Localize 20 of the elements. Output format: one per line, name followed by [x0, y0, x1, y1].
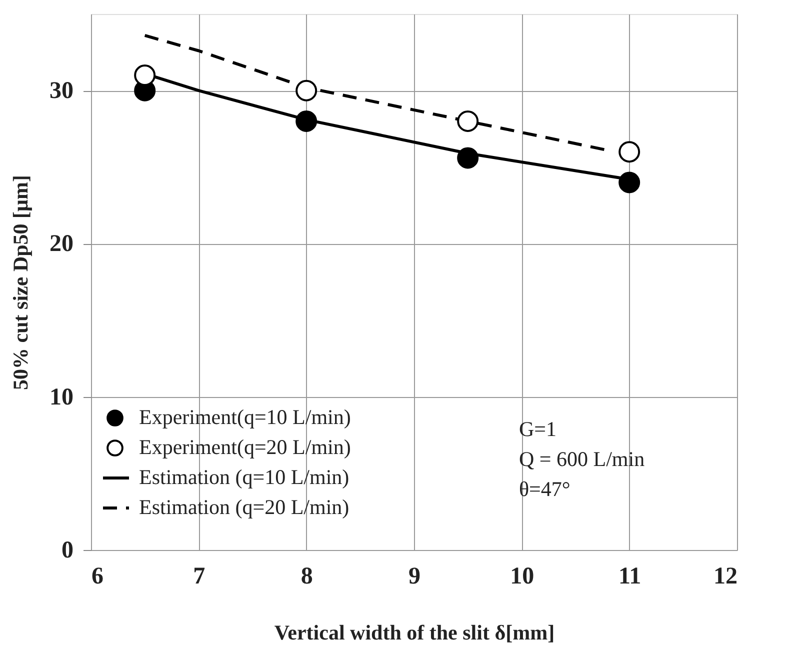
annotation: θ=47°: [519, 477, 570, 501]
y-tick-label: 0: [62, 538, 74, 564]
y-tick-label: 30: [50, 78, 74, 104]
annotation: Q = 600 L/min: [519, 447, 646, 471]
y-tick-label: 10: [50, 384, 74, 410]
legend-label: Experiment(q=20 L/min): [139, 435, 351, 459]
x-tick-label: 10: [510, 564, 534, 590]
x-tick-label: 9: [408, 564, 420, 590]
legend-label: Experiment(q=10 L/min): [139, 405, 351, 429]
x-tick-label: 7: [193, 564, 206, 590]
x-tick-label: 12: [714, 564, 738, 590]
x-axis-title: Vertical width of the slit δ[mm]: [274, 620, 555, 644]
x-tick-label: 8: [300, 564, 313, 590]
y-tick-label: 20: [50, 231, 74, 258]
legend-label: Estimation (q=10 L/min): [139, 465, 350, 489]
x-tick-label: 11: [618, 564, 642, 590]
legend-label: Estimation (q=20 L/min): [139, 495, 350, 519]
y-axis-title: 50% cut size Dp50 [μm]: [8, 175, 32, 390]
annotation: G=1: [519, 417, 557, 441]
x-tick-label: 6: [92, 564, 104, 590]
